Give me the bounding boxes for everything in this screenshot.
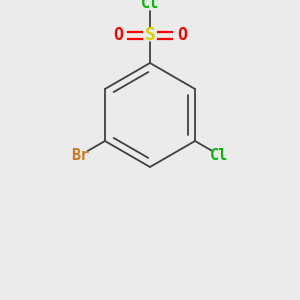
Text: S: S bbox=[145, 26, 155, 44]
Text: O: O bbox=[177, 26, 187, 44]
Text: Br: Br bbox=[72, 148, 90, 163]
Text: Cl: Cl bbox=[210, 148, 228, 163]
Text: O: O bbox=[113, 26, 123, 44]
Text: Cl: Cl bbox=[141, 0, 159, 11]
